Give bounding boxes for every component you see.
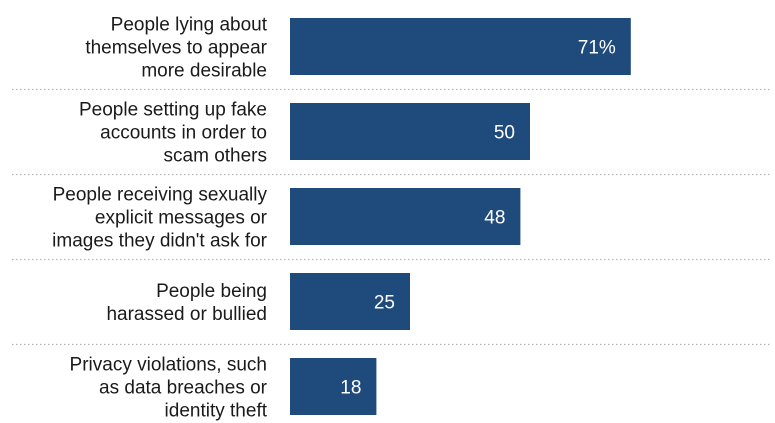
category-label-3: People being harassed or bullied xyxy=(106,281,267,325)
bar-3 xyxy=(290,273,410,330)
category-label-line: harassed or bullied xyxy=(106,304,267,325)
category-label-line: People being xyxy=(156,281,267,302)
category-label-line: scam others xyxy=(164,146,267,167)
category-label-line: more desirable xyxy=(141,61,267,82)
bar-value-label-3: 25 xyxy=(374,293,395,314)
bar-1 xyxy=(290,103,530,160)
bar-0 xyxy=(290,18,631,75)
category-label-line: themselves to appear xyxy=(85,38,267,59)
bar-value-label-2: 48 xyxy=(484,208,505,229)
bar-value-label-0: 71% xyxy=(578,38,616,59)
category-label-line: identity theft xyxy=(165,401,268,422)
bar-value-label-4: 18 xyxy=(340,378,361,399)
category-label-line: as data breaches or xyxy=(99,378,268,399)
category-label-line: Privacy violations, such xyxy=(70,355,267,376)
bar-2 xyxy=(290,188,521,245)
category-label-line: People lying about xyxy=(111,15,268,36)
category-label-0: People lying about themselves to appear mo… xyxy=(85,15,267,82)
category-label-line: images they didn't ask for xyxy=(52,231,268,252)
bar-value-label-1: 50 xyxy=(494,123,515,144)
category-label-1: People setting up fake accounts in order … xyxy=(79,100,267,167)
category-label-2: People receiving sexually explicit messag… xyxy=(52,185,268,252)
category-label-line: explicit messages or xyxy=(95,208,268,229)
category-label-line: People receiving sexually xyxy=(53,185,268,206)
category-label-4: Privacy violations, such as data breaches… xyxy=(70,355,268,422)
category-label-line: accounts in order to xyxy=(100,123,267,144)
category-label-line: People setting up fake xyxy=(79,100,267,121)
bar-4 xyxy=(290,358,377,415)
